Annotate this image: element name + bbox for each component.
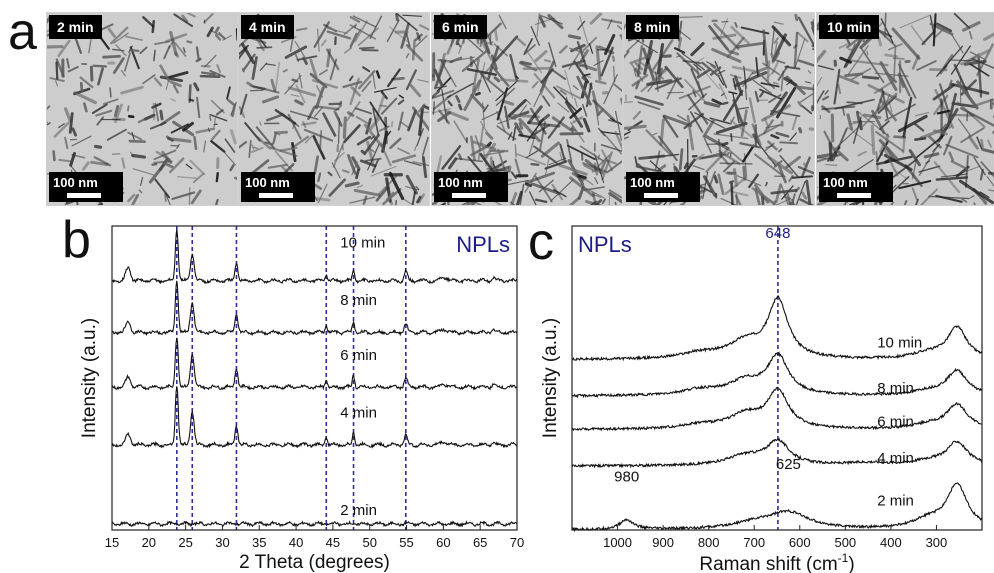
x-axis-label: Raman shift (cm-1)	[699, 551, 854, 573]
chart-title: NPLs	[456, 232, 510, 257]
x-tick-label: 40	[289, 535, 303, 550]
tem-image: 6 min 100 nm	[431, 12, 623, 206]
x-tick-label: 50	[362, 535, 376, 550]
spectrum-curve	[111, 520, 518, 528]
spectrum-curve	[111, 386, 518, 449]
spectrum-curve	[571, 295, 983, 362]
series-label: 10 min	[340, 234, 385, 251]
tem-image: 2 min 100 nm	[46, 12, 238, 206]
x-tick-label: 70	[510, 535, 524, 550]
x-tick-label: 35	[252, 535, 266, 550]
peak-annotation: 980	[614, 468, 639, 485]
spectrum-curve	[571, 351, 983, 399]
scale-bar-line	[837, 193, 871, 198]
spectrum-curve	[571, 482, 983, 533]
panel-label-b: b	[62, 211, 91, 269]
spectrum-curve	[571, 437, 983, 469]
series-label: 10 min	[877, 335, 922, 352]
x-tick-label: 60	[436, 535, 450, 550]
plot-frame	[571, 225, 983, 531]
tem-image: 4 min 100 nm	[238, 12, 430, 206]
plot-frame	[111, 225, 518, 531]
spectrum-curve	[111, 229, 518, 285]
tem-time-label: 2 min	[49, 15, 102, 39]
x-tick-label: 15	[105, 535, 119, 550]
x-tick-label: 30	[215, 535, 229, 550]
peak-annotation: 648	[765, 225, 790, 242]
x-tick-label: 300	[926, 535, 948, 550]
scale-bar-line	[644, 193, 678, 198]
series-label: 2 min	[877, 493, 914, 510]
scale-bar-line	[259, 193, 293, 198]
raman-chart: 2 min 4 min 6 min 8 min 10 min 1000 900 800 700 6…	[540, 225, 983, 573]
tem-time-label: 10 min	[819, 15, 880, 39]
tem-image: 8 min 100 nm	[623, 12, 815, 206]
spectrum-curve	[111, 337, 518, 391]
series-label: 4 min	[340, 405, 377, 422]
y-axis-label: Intensity (a.u.)	[79, 318, 100, 438]
panel-label-a: a	[8, 3, 37, 61]
x-axis-label: 2 Theta (degrees)	[239, 552, 390, 573]
scale-bar: 100 nm	[626, 172, 700, 202]
scale-bar-label: 100 nm	[53, 175, 98, 190]
x-tick-label: 600	[789, 535, 811, 550]
chart-title: NPLs	[578, 232, 632, 257]
scale-bar-line	[67, 193, 101, 198]
scale-bar-label: 100 nm	[438, 175, 483, 190]
scale-bar: 100 nm	[434, 172, 508, 202]
tem-time-label: 4 min	[241, 15, 294, 39]
x-tick-label: 400	[880, 535, 902, 550]
spectrum-curve	[571, 386, 983, 432]
peak-annotation: 625	[776, 456, 801, 473]
scale-bar-label: 100 nm	[630, 175, 675, 190]
x-tick-label: 700	[743, 535, 765, 550]
tem-time-label: 6 min	[434, 15, 487, 39]
series-label: 6 min	[340, 347, 377, 364]
tem-time-label: 8 min	[626, 15, 679, 39]
series-label: 8 min	[877, 380, 914, 397]
x-tick-label: 65	[473, 535, 487, 550]
x-tick-label: 20	[142, 535, 156, 550]
x-tick-label: 25	[178, 535, 192, 550]
x-tick-label: 500	[834, 535, 856, 550]
scale-bar: 100 nm	[49, 172, 123, 202]
scale-bar-label: 100 nm	[823, 175, 868, 190]
x-tick-label: 1000	[603, 535, 632, 550]
series-label: 8 min	[340, 292, 377, 309]
series-label: 4 min	[877, 450, 914, 467]
x-tick-label: 900	[652, 535, 674, 550]
xrd-chart: 2 min 4 min 6 min 8 min 10 min 15 20 25 30 35 40 45…	[79, 225, 524, 573]
scale-bar-label: 100 nm	[245, 175, 290, 190]
panel-label-c: c	[528, 213, 554, 271]
series-label: 6 min	[877, 414, 914, 431]
x-tick-label: 800	[698, 535, 720, 550]
scale-bar-line	[452, 193, 486, 198]
scale-bar: 100 nm	[819, 172, 893, 202]
y-axis-label: Intensity (a.u.)	[540, 318, 561, 438]
x-tick-label: 55	[399, 535, 413, 550]
x-tick-label: 45	[326, 535, 340, 550]
spectrum-curve	[111, 280, 518, 337]
scale-bar: 100 nm	[241, 172, 315, 202]
tem-image: 10 min 100 nm	[816, 12, 994, 206]
series-label: 2 min	[340, 502, 377, 519]
